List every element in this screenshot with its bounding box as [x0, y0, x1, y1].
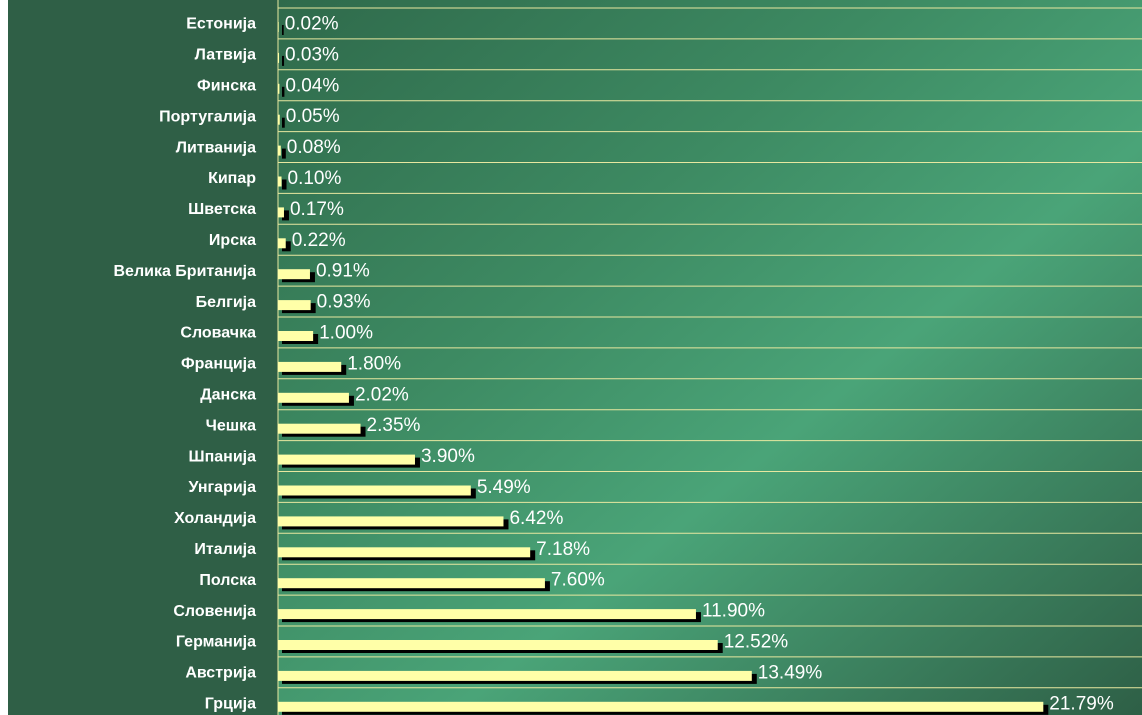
category-label: Литванија [176, 139, 256, 156]
category-label: Италија [194, 541, 256, 558]
value-label: 0.93% [317, 292, 371, 313]
bar [278, 176, 282, 187]
value-label: 21.79% [1049, 693, 1114, 714]
value-label: 1.00% [319, 322, 373, 343]
value-label: 0.10% [288, 168, 342, 189]
bar-shadow [282, 148, 286, 159]
value-label: 6.42% [509, 508, 563, 529]
category-label: Кипар [208, 170, 256, 187]
bar [278, 423, 361, 434]
bar [278, 670, 752, 681]
category-label: Финска [197, 77, 256, 94]
bar [278, 300, 311, 311]
value-label: 12.52% [724, 631, 789, 652]
plot-area [278, 0, 1142, 715]
value-label: 0.02% [285, 13, 339, 34]
bar [278, 485, 471, 496]
bar [278, 454, 415, 465]
bar [278, 114, 280, 125]
category-label: Грција [205, 695, 256, 712]
bar [278, 83, 280, 94]
bar-shadow [282, 179, 287, 190]
category-label: Словачка [180, 325, 256, 342]
bar [278, 331, 314, 341]
category-label: Шветска [188, 201, 256, 218]
value-label: 7.18% [536, 539, 590, 560]
category-label: Холандија [174, 510, 256, 527]
category-label: Франција [181, 356, 256, 373]
category-label: Ирска [209, 232, 256, 249]
bar [278, 609, 696, 620]
value-label: 13.49% [758, 662, 823, 683]
bar [278, 269, 310, 280]
category-label: Естонија [186, 16, 256, 33]
bar [278, 145, 281, 156]
category-label: Латвија [195, 47, 256, 64]
value-label: 7.60% [551, 570, 605, 591]
category-label: Чешка [206, 417, 256, 434]
value-label: 0.04% [285, 75, 339, 96]
category-label: Германија [176, 634, 256, 651]
value-label: 0.91% [316, 261, 370, 282]
category-label: Австрија [185, 665, 256, 682]
bar [278, 578, 545, 589]
category-label: Португалија [159, 108, 256, 125]
bar-shadow [282, 55, 285, 66]
bar [278, 22, 279, 32]
category-label: Словенија [173, 603, 256, 620]
value-label: 0.08% [287, 137, 341, 158]
value-label: 2.02% [355, 384, 409, 405]
value-label: 5.49% [477, 477, 531, 498]
bar [278, 361, 342, 372]
label-panel [8, 0, 278, 715]
value-label: 0.05% [286, 106, 340, 127]
bar-shadow [282, 86, 285, 97]
bar-shadow [282, 241, 291, 252]
bar [278, 207, 284, 218]
value-label: 2.35% [367, 415, 421, 436]
bar [278, 392, 349, 403]
bar [278, 701, 1044, 712]
category-label: Шпанија [189, 448, 257, 465]
category-label: Белгија [196, 294, 257, 311]
value-label: 0.03% [285, 44, 339, 65]
bar-shadow [282, 25, 284, 35]
bar-shadow [282, 117, 285, 128]
value-label: 11.90% [702, 601, 765, 622]
bar [278, 52, 280, 63]
category-label: Унгарија [188, 479, 256, 496]
category-label: Данска [200, 386, 256, 403]
value-label: 3.90% [421, 446, 475, 467]
value-label: 0.17% [290, 199, 344, 220]
bar-shadow [282, 210, 289, 221]
bar [278, 547, 531, 558]
bar [278, 640, 718, 650]
value-label: 0.22% [292, 230, 346, 251]
bar [278, 516, 504, 527]
category-label: Велика Британија [114, 263, 257, 280]
bar [278, 238, 286, 249]
value-label: 1.80% [347, 353, 401, 374]
category-label: Полска [199, 572, 256, 589]
